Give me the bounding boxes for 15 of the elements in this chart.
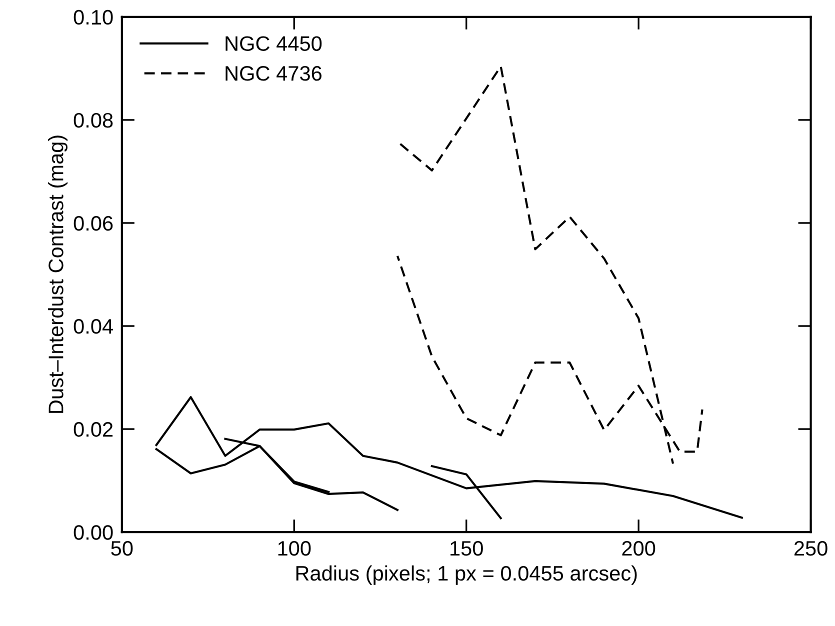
- y-tick-label: 0.06: [74, 216, 113, 231]
- x-tick-label: 100: [278, 540, 311, 556]
- y-tick-label: 0.02: [74, 422, 113, 437]
- x-tick-label: 250: [794, 540, 828, 556]
- legend-label: NGC 4450: [226, 36, 322, 51]
- legend-label: NGC 4736: [226, 66, 322, 81]
- y-tick-label: 0.04: [74, 319, 113, 334]
- y-tick-label: 0.08: [74, 112, 113, 128]
- x-tick-label: 200: [622, 540, 656, 556]
- x-tick-label: 150: [450, 540, 483, 556]
- y-axis-title: Dust–Interdust Contrast (mag): [48, 136, 68, 413]
- x-tick-label: 50: [111, 540, 133, 556]
- y-tick-label: 0.10: [74, 10, 113, 25]
- x-axis-title: Radius (pixels; 1 px = 0.0455 arcsec): [296, 565, 637, 585]
- y-tick-label: 0.00: [74, 525, 113, 540]
